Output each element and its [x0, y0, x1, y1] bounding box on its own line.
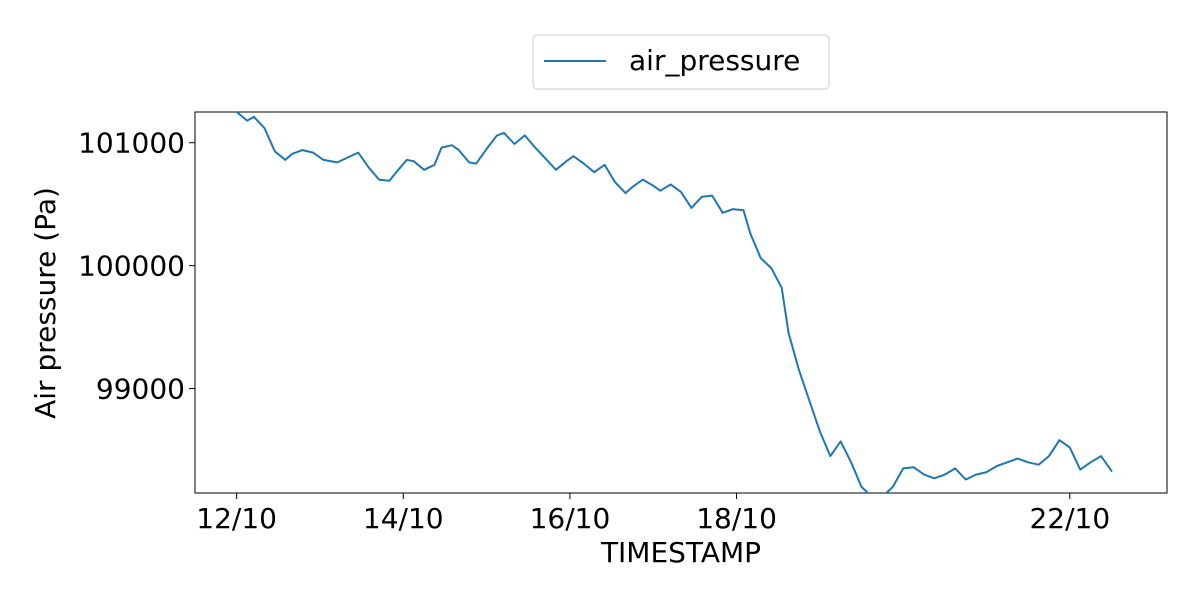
plot-area-frame — [194, 111, 1168, 494]
x-tick-label: 18/10 — [696, 502, 777, 535]
x-axis-title: TIMESTAMP — [600, 536, 761, 569]
y-axis-title: Air pressure (Pa) — [29, 187, 62, 419]
y-tick-label: 99000 — [96, 373, 185, 406]
legend: air_pressure — [532, 34, 830, 90]
x-tick-label: 22/10 — [1029, 502, 1110, 535]
y-tick-label: 101000 — [78, 127, 185, 160]
y-tick-label: 100000 — [78, 250, 185, 283]
series-line-air-pressure — [235, 112, 1113, 493]
legend-box — [532, 34, 830, 90]
x-tick-label: 14/10 — [363, 502, 444, 535]
y-axis: 99000 100000 101000 — [78, 127, 195, 406]
x-axis: 12/10 14/10 16/10 18/10 22/10 — [196, 493, 1110, 535]
x-tick-label: 12/10 — [196, 502, 277, 535]
x-tick-label: 16/10 — [530, 502, 611, 535]
legend-label-air-pressure: air_pressure — [629, 44, 800, 77]
